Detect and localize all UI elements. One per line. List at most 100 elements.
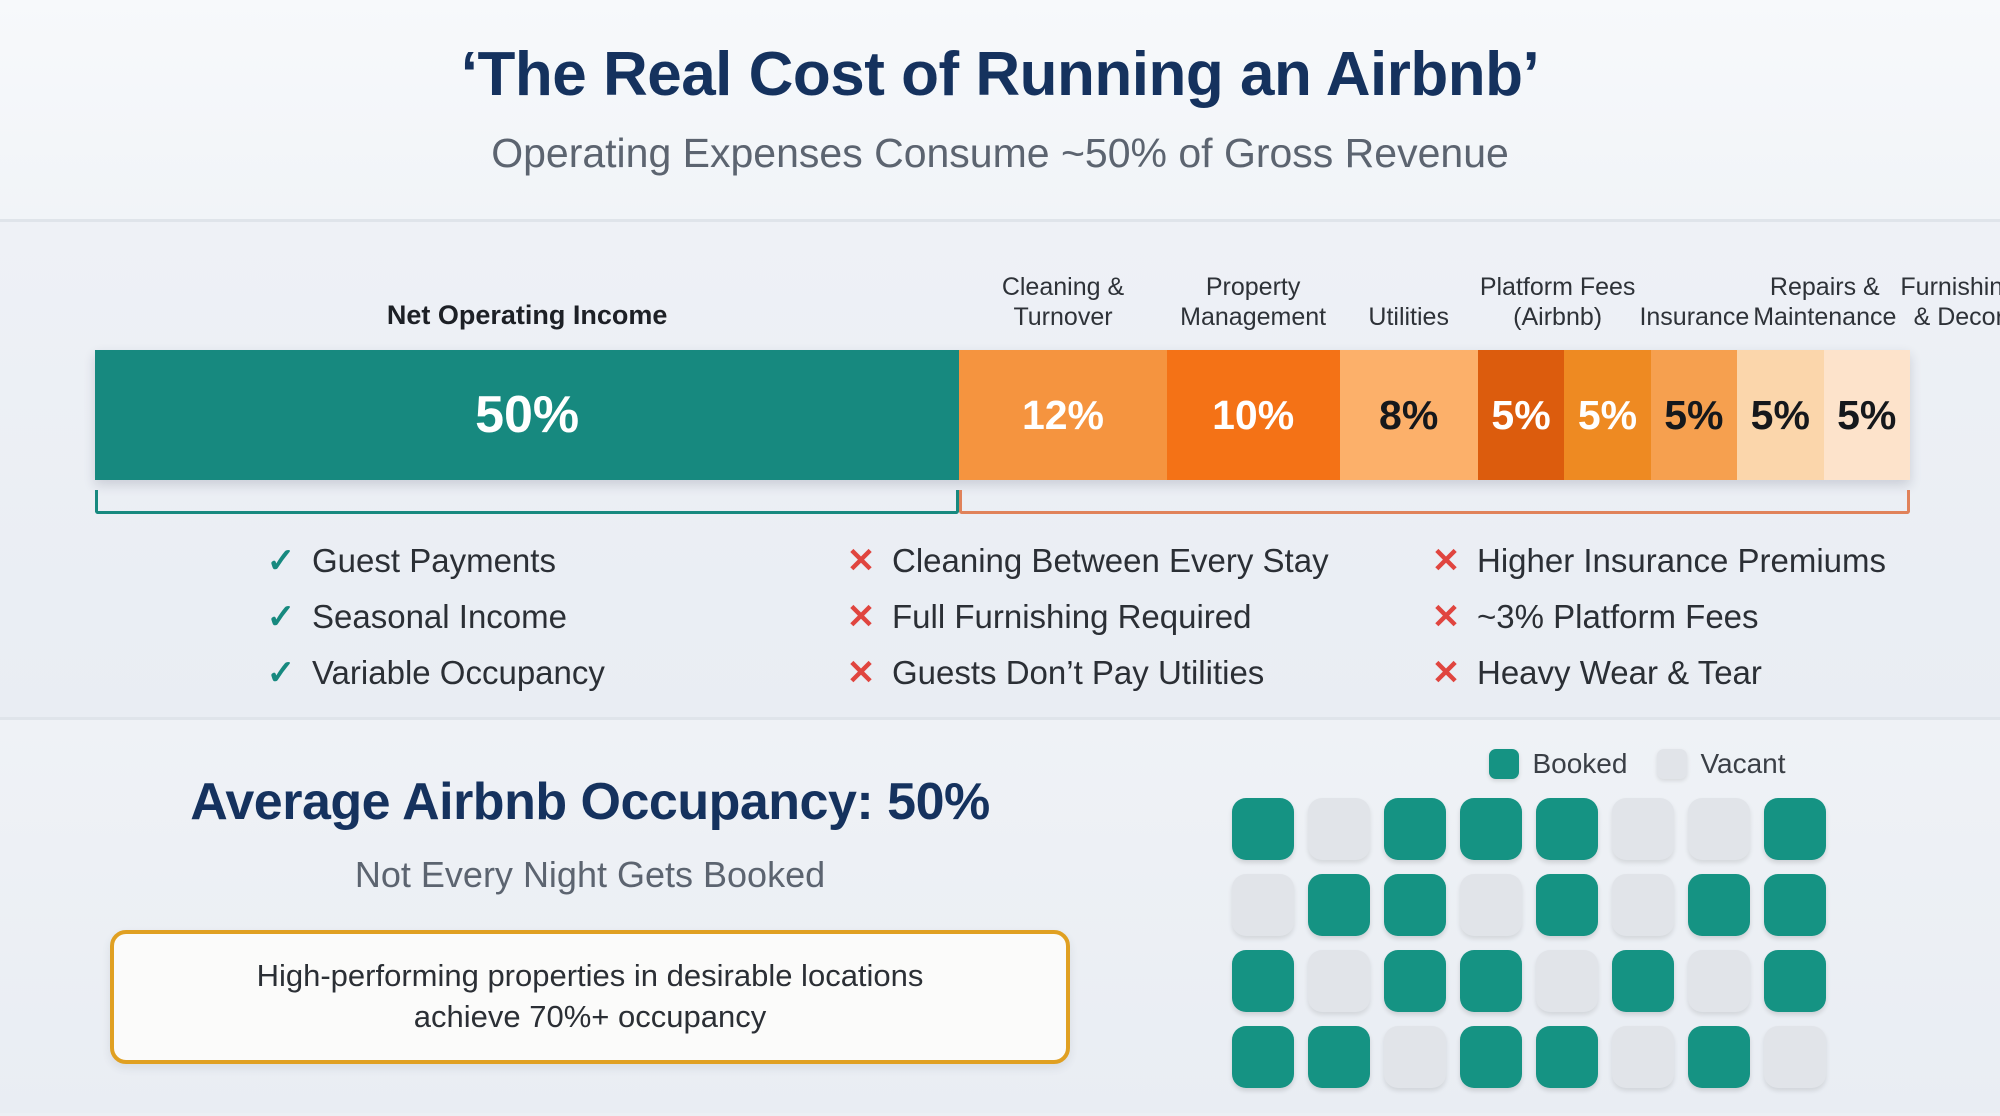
segment-label-line2: Utilities [1368, 302, 1449, 331]
income-bracket [95, 490, 960, 514]
bracket-row [95, 490, 1910, 516]
segment-label-line1: Platform Fees [1479, 273, 1636, 301]
bullet-label: Variable Occupancy [312, 654, 605, 691]
segment-label-line2: Maintenance [1753, 302, 1897, 331]
bullet-item: ✕ Higher Insurance Premiums [1430, 542, 1970, 580]
segment-label-line2: Management [1180, 302, 1327, 331]
bullet-label: Guest Payments [312, 542, 556, 579]
header: ‘The Real Cost of Running an Airbnb’ Ope… [0, 0, 2000, 222]
occupancy-grid-block: Booked Vacant [1180, 720, 2000, 1113]
occupancy-cell-booked [1688, 874, 1750, 936]
cross-icon: ✕ [846, 654, 876, 692]
occupancy-cell-vacant [1612, 798, 1674, 860]
expense-bullets-left: ✕ Cleaning Between Every Stay ✕ Full Furnis… [845, 542, 1405, 712]
cross-icon: ✕ [1431, 542, 1461, 580]
segment-label-line2: (Airbnb) [1513, 302, 1603, 331]
segment-label-line1: Property [1205, 273, 1301, 301]
segment-label-line1: Net Operating Income [386, 300, 668, 331]
page-subtitle: Operating Expenses Consume ~50% of Gross… [491, 129, 1509, 176]
occupancy-cell-booked [1764, 874, 1826, 936]
segment-label-line2: Turnover [1013, 302, 1113, 331]
legend-item-booked: Booked [1489, 748, 1627, 780]
occupancy-cell-booked [1460, 950, 1522, 1012]
occupancy-cell-booked [1384, 874, 1446, 936]
occupancy-grid [1232, 798, 2000, 1088]
occupancy-cell-booked [1460, 1026, 1522, 1088]
callout-line-2: achieve 70%+ occupancy [413, 998, 767, 1034]
bar-segment-6: 5% [1650, 350, 1738, 480]
occupancy-cell-vacant [1460, 874, 1522, 936]
segment-label-3: Utilities [1340, 303, 1478, 333]
occupancy-cell-booked [1232, 798, 1294, 860]
occupancy-text-block: Average Airbnb Occupancy: 50% Not Every … [0, 720, 1180, 1113]
bullet-item: ✓ Seasonal Income [265, 598, 805, 636]
page-title: ‘The Real Cost of Running an Airbnb’ [460, 40, 1540, 110]
occupancy-cell-vacant [1384, 1026, 1446, 1088]
bullet-item: ✕ Full Furnishing Required [845, 598, 1405, 636]
bullet-label: ~3% Platform Fees [1477, 598, 1759, 635]
occupancy-cell-booked [1384, 798, 1446, 860]
bar-segment-1: 12% [959, 350, 1167, 480]
occupancy-cell-vacant [1764, 1026, 1826, 1088]
occupancy-title: Average Airbnb Occupancy: 50% [190, 773, 990, 831]
occupancy-legend: Booked Vacant [1275, 748, 2000, 780]
segment-label-line1: Furnishing [1900, 273, 2000, 301]
legend-item-vacant: Vacant [1657, 748, 1786, 780]
callout-line-1: High-performing properties in desirable … [256, 958, 924, 993]
occupancy-subtitle: Not Every Night Gets Booked [354, 854, 826, 895]
occupancy-cell-vacant [1308, 798, 1370, 860]
occupancy-cell-vacant [1612, 1026, 1674, 1088]
cost-breakdown-section: Net Operating Income Cleaning & Turnover Pr… [0, 222, 2000, 720]
segment-label-6: Repairs & Maintenance [1751, 273, 1898, 332]
occupancy-cell-booked [1384, 950, 1446, 1012]
bullet-lists: ✓ Guest Payments ✓ Seasonal Income ✓ Variable… [0, 542, 2000, 712]
check-icon: ✓ [266, 542, 296, 580]
cross-icon: ✕ [1431, 598, 1461, 636]
bullet-label: Guests Don’t Pay Utilities [892, 654, 1265, 691]
check-icon: ✓ [266, 598, 296, 636]
occupancy-cell-vacant [1612, 874, 1674, 936]
occupancy-cell-vacant [1536, 950, 1598, 1012]
occupancy-cell-booked [1536, 1026, 1598, 1088]
bullet-label: Heavy Wear & Tear [1477, 654, 1762, 691]
bar-segment-5: 5% [1564, 350, 1651, 480]
check-icon: ✓ [266, 654, 296, 692]
segment-label-4: Platform Fees (Airbnb) [1478, 273, 1638, 332]
occupancy-cell-booked [1536, 798, 1598, 860]
expense-bullets-right: ✕ Higher Insurance Premiums ✕ ~3% Platform … [1430, 542, 1970, 712]
occupancy-cell-vacant [1688, 950, 1750, 1012]
bullet-label: Seasonal Income [312, 598, 567, 635]
segment-label-row: Net Operating Income Cleaning & Turnover Pr… [95, 242, 2000, 333]
occupancy-cell-booked [1764, 950, 1826, 1012]
occupancy-cell-booked [1764, 798, 1826, 860]
bar-segment-8: 5% [1823, 350, 1910, 480]
cross-icon: ✕ [1431, 654, 1461, 692]
bullet-item: ✕ Guests Don’t Pay Utilities [845, 654, 1405, 692]
bar-segment-2: 10% [1166, 350, 1340, 480]
bullet-item: ✕ ~3% Platform Fees [1430, 598, 1970, 636]
income-bullets: ✓ Guest Payments ✓ Seasonal Income ✓ Variable… [265, 542, 805, 712]
bullet-label: Higher Insurance Premiums [1477, 542, 1886, 579]
bar-segment-7: 5% [1737, 350, 1824, 480]
cross-icon: ✕ [846, 542, 876, 580]
bar-segment-4: 5% [1477, 350, 1565, 480]
legend-swatch [1657, 749, 1688, 779]
occupancy-cell-booked [1612, 950, 1674, 1012]
bullet-label: Full Furnishing Required [892, 598, 1252, 635]
bar-segment-0: 50% [95, 350, 960, 480]
segment-label-line1: Repairs & [1769, 273, 1880, 301]
bullet-label: Cleaning Between Every Stay [892, 542, 1329, 579]
legend-swatch [1489, 749, 1520, 779]
occupancy-cell-booked [1232, 1026, 1294, 1088]
segment-label-5: Insurance [1637, 303, 1751, 333]
bullet-item: ✕ Heavy Wear & Tear [1430, 654, 1970, 692]
occupancy-cell-booked [1308, 1026, 1370, 1088]
segment-label-1: Cleaning & Turnover [959, 273, 1166, 332]
occupancy-cell-vacant [1308, 950, 1370, 1012]
segment-label-0: Net Operating Income [95, 300, 959, 332]
bar-segment-3: 8% [1339, 350, 1478, 480]
occupancy-cell-vacant [1688, 798, 1750, 860]
occupancy-cell-booked [1688, 1026, 1750, 1088]
expenses-bracket [959, 490, 1910, 514]
cross-icon: ✕ [846, 598, 876, 636]
